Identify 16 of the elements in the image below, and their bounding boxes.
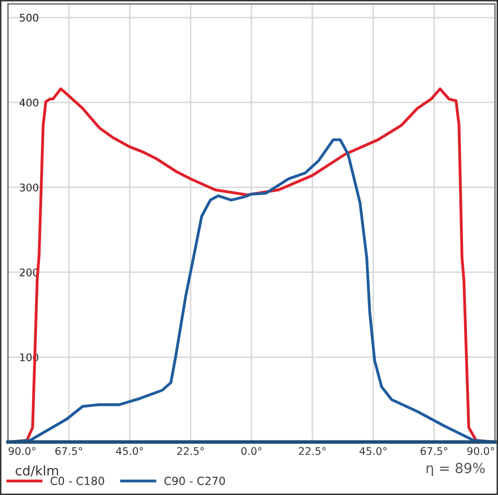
legend-label: C0 - C180	[50, 476, 104, 486]
x-tick-label: 67.5°	[420, 447, 448, 455]
x-tick-label: 90.0°	[8, 447, 36, 455]
y-tick-label: 300	[20, 184, 38, 192]
x-tick-label: 22.5°	[298, 447, 326, 455]
x-tick-label: 45.0°	[360, 447, 386, 455]
y-tick-label: 500	[20, 14, 38, 22]
legend-label: C90 - C270	[164, 476, 225, 486]
x-tick-label: 67.5°	[55, 447, 82, 455]
x-tick-label: 22.5°	[177, 447, 204, 455]
x-tick-label: 90.0°	[467, 447, 494, 455]
text: cd/klm	[16, 465, 58, 477]
text: η = 89%	[426, 462, 485, 476]
y-tick-label: 400	[20, 98, 38, 107]
x-tick-label: 0.0°	[241, 447, 262, 455]
x-tick-label: 45.0°	[116, 447, 143, 455]
